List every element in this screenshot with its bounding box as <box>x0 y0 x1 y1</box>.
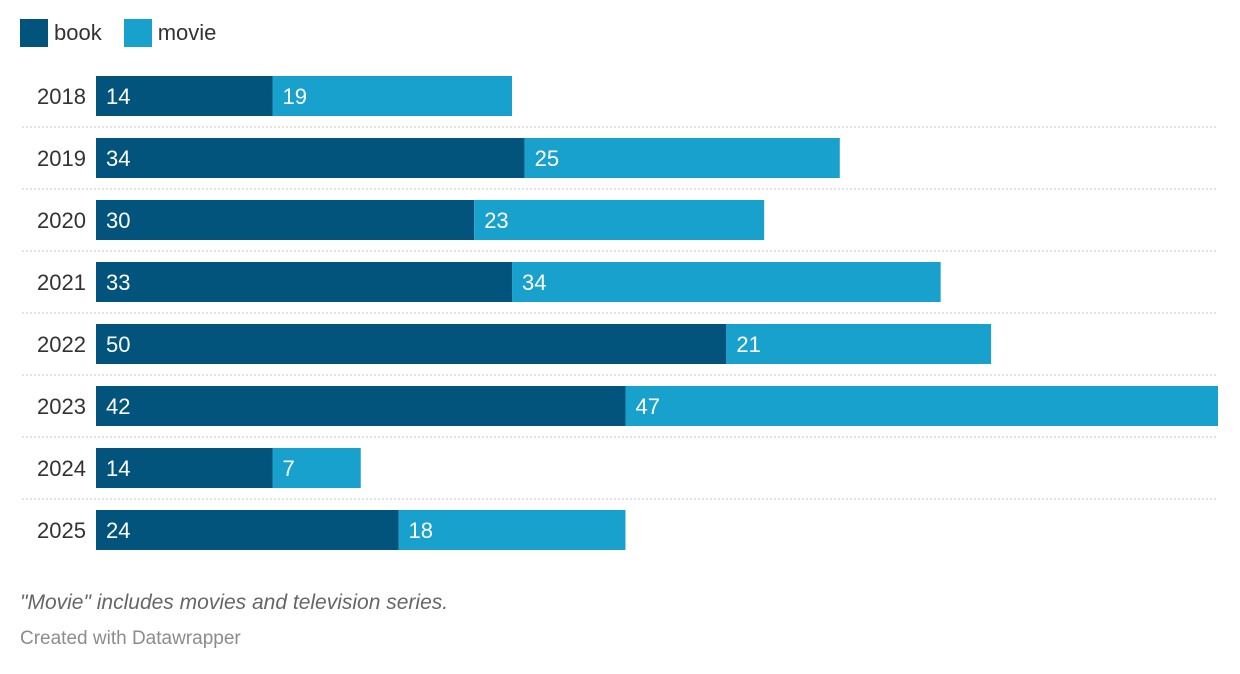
bar-movie-2023 <box>625 386 1218 426</box>
data-label-movie-2019: 25 <box>535 146 559 171</box>
legend: book movie <box>20 19 238 47</box>
data-label-movie-2021: 34 <box>522 270 546 295</box>
category-label-2020: 2020 <box>37 208 86 233</box>
bar-book-2025 <box>96 510 399 550</box>
category-label-2022: 2022 <box>37 332 86 357</box>
chart-credit: Created with Datawrapper <box>20 628 241 649</box>
bar-book-2024 <box>96 448 273 488</box>
bar-book-2021 <box>96 262 513 302</box>
bar-book-2018 <box>96 76 273 116</box>
bar-chart: 2018 14 19 2019 34 25 2020 30 23 2021 33 34 2022 50 21… <box>22 76 1218 550</box>
data-label-book-2020: 30 <box>106 208 130 233</box>
data-label-book-2018: 14 <box>106 84 130 109</box>
bar-movie-2018 <box>272 76 513 116</box>
legend-label-book: book <box>54 20 102 45</box>
category-label-2018: 2018 <box>37 84 86 109</box>
bar-book-2023 <box>96 386 626 426</box>
data-label-book-2022: 50 <box>106 332 130 357</box>
category-label-2023: 2023 <box>37 394 86 419</box>
data-label-book-2023: 42 <box>106 394 130 419</box>
category-label-2025: 2025 <box>37 518 86 543</box>
bar-book-2019 <box>96 138 525 178</box>
data-label-book-2021: 33 <box>106 270 130 295</box>
data-label-book-2019: 34 <box>106 146 130 171</box>
bar-book-2022 <box>96 324 727 364</box>
bar-movie-2021 <box>512 262 941 302</box>
category-label-2021: 2021 <box>37 270 86 295</box>
data-label-book-2025: 24 <box>106 518 130 543</box>
legend-item-book: book <box>20 19 102 47</box>
data-label-movie-2018: 19 <box>282 84 306 109</box>
bar-movie-2022 <box>726 324 992 364</box>
bar-book-2020 <box>96 200 475 240</box>
bar-movie-2025 <box>398 510 626 550</box>
bar-movie-2019 <box>524 138 840 178</box>
chart-note: "Movie" includes movies and television s… <box>20 591 449 614</box>
category-label-2024: 2024 <box>37 456 86 481</box>
data-label-movie-2025: 18 <box>409 518 433 543</box>
bar-movie-2024 <box>272 448 361 488</box>
legend-swatch-movie <box>123 19 152 47</box>
legend-label-movie: movie <box>157 20 217 45</box>
data-label-movie-2020: 23 <box>484 208 508 233</box>
data-label-movie-2022: 21 <box>736 332 760 357</box>
legend-swatch-book <box>20 19 48 47</box>
data-label-movie-2024: 7 <box>282 456 294 481</box>
legend-item-movie: movie <box>123 19 217 47</box>
category-label-2019: 2019 <box>37 146 86 171</box>
bar-movie-2020 <box>474 200 765 240</box>
data-label-book-2024: 14 <box>106 456 130 481</box>
data-label-movie-2023: 47 <box>635 394 659 419</box>
